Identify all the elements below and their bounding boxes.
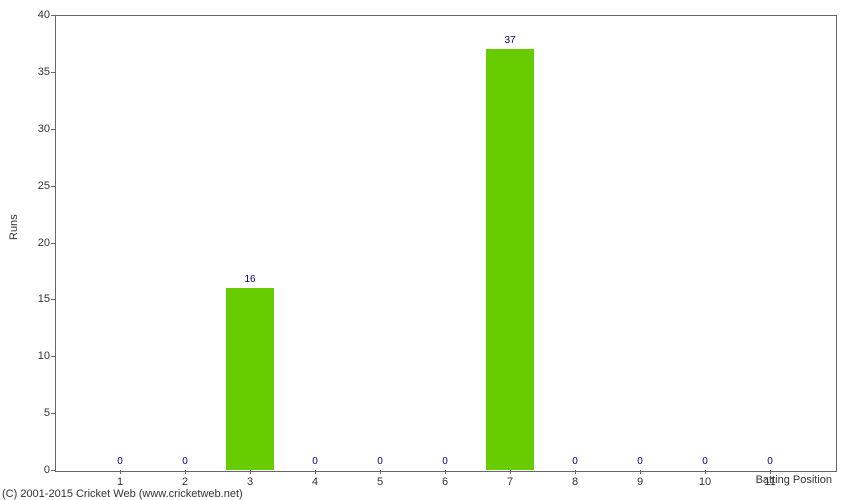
x-tick-label: 11 <box>764 476 775 488</box>
y-tick-label: 30 <box>20 123 50 135</box>
y-tick-label: 10 <box>20 350 50 362</box>
bar-value-label: 0 <box>117 456 123 467</box>
y-tick-mark <box>51 470 55 471</box>
x-tick-label: 7 <box>507 476 513 488</box>
x-tick-mark <box>250 470 251 474</box>
x-tick-label: 9 <box>637 476 643 488</box>
y-tick-mark <box>51 356 55 357</box>
y-tick-mark <box>51 15 55 16</box>
x-tick-mark <box>315 470 316 474</box>
chart-container: Runs Batting Position (C) 2001-2015 Cric… <box>0 0 850 500</box>
bar <box>226 288 275 470</box>
x-tick-mark <box>770 470 771 474</box>
bar-value-label: 0 <box>572 456 578 467</box>
y-tick-label: 35 <box>20 66 50 78</box>
bar-value-label: 0 <box>702 456 708 467</box>
x-tick-label: 10 <box>699 476 711 488</box>
y-axis-label: Runs <box>8 214 20 240</box>
x-tick-label: 2 <box>182 476 188 488</box>
y-tick-label: 40 <box>20 9 50 21</box>
bar-value-label: 0 <box>637 456 643 467</box>
x-tick-mark <box>380 470 381 474</box>
y-tick-label: 25 <box>20 180 50 192</box>
y-tick-mark <box>51 413 55 414</box>
bar-value-label: 0 <box>767 456 773 467</box>
bar-value-label: 0 <box>312 456 318 467</box>
bar-value-label: 0 <box>377 456 383 467</box>
bar-value-label: 37 <box>504 35 515 46</box>
y-tick-mark <box>51 299 55 300</box>
y-tick-label: 20 <box>20 237 50 249</box>
bar <box>486 49 535 470</box>
bar-value-label: 0 <box>182 456 188 467</box>
x-tick-mark <box>575 470 576 474</box>
x-tick-label: 4 <box>312 476 318 488</box>
bar-value-label: 16 <box>244 274 255 285</box>
y-tick-mark <box>51 243 55 244</box>
x-tick-label: 5 <box>377 476 383 488</box>
plot-area <box>55 15 835 470</box>
y-tick-label: 0 <box>20 464 50 476</box>
x-tick-mark <box>185 470 186 474</box>
x-tick-mark <box>510 470 511 474</box>
y-tick-label: 5 <box>20 407 50 419</box>
y-tick-label: 15 <box>20 293 50 305</box>
x-tick-label: 6 <box>442 476 448 488</box>
copyright-text: (C) 2001-2015 Cricket Web (www.cricketwe… <box>2 488 243 500</box>
x-tick-mark <box>705 470 706 474</box>
y-tick-mark <box>51 129 55 130</box>
x-tick-mark <box>640 470 641 474</box>
x-tick-label: 8 <box>572 476 578 488</box>
x-tick-mark <box>120 470 121 474</box>
y-tick-mark <box>51 72 55 73</box>
x-tick-label: 1 <box>117 476 123 488</box>
x-tick-mark <box>445 470 446 474</box>
y-tick-mark <box>51 186 55 187</box>
x-tick-label: 3 <box>247 476 253 488</box>
bar-value-label: 0 <box>442 456 448 467</box>
